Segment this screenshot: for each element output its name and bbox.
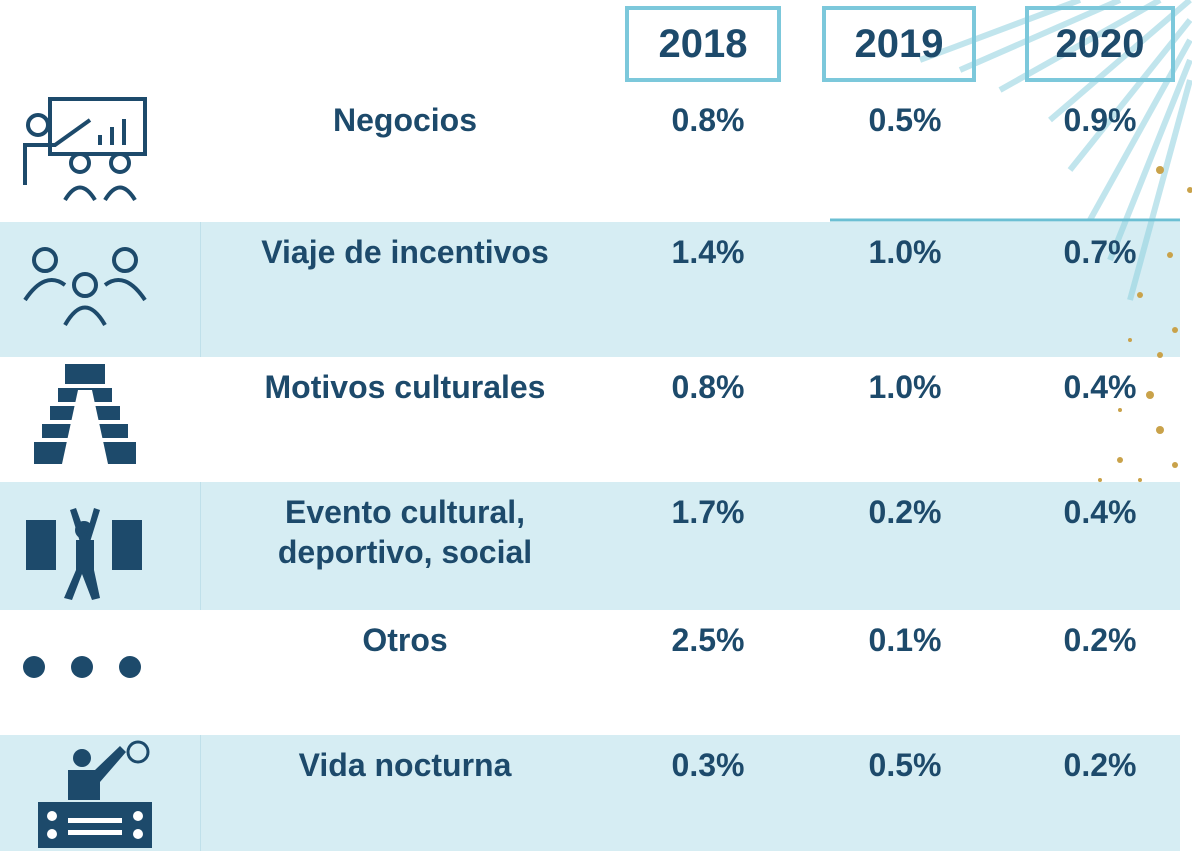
row-background <box>0 735 1180 851</box>
cell-value: 1.0% <box>868 234 942 270</box>
cell-value: 2.5% <box>671 622 745 658</box>
cell-value: 1.4% <box>671 234 745 270</box>
column-divider <box>200 222 201 357</box>
more-icon <box>23 656 141 678</box>
column-divider <box>200 482 201 610</box>
cell-value: 1.0% <box>868 369 942 405</box>
row-label: Evento cultural, deportivo, social <box>277 494 533 570</box>
business-icon <box>23 97 147 202</box>
cell-value: 0.2% <box>1063 622 1137 658</box>
nightlife-icon <box>38 740 152 848</box>
cell-value: 0.1% <box>868 622 942 658</box>
cell-value: 0.5% <box>868 102 942 138</box>
year-header: 2018 <box>625 6 781 82</box>
cell-value: 0.5% <box>868 747 942 783</box>
cell-value: 0.2% <box>1063 747 1137 783</box>
row-background <box>0 222 1180 357</box>
row-label: Viaje de incentivos <box>261 234 549 270</box>
cell-value: 0.7% <box>1063 234 1137 270</box>
cell-value: 0.4% <box>1063 494 1137 530</box>
cell-value: 0.3% <box>671 747 745 783</box>
cell-value: 0.8% <box>671 369 745 405</box>
row-background <box>0 482 1180 610</box>
year-header: 2020 <box>1025 6 1175 82</box>
row-label: Vida nocturna <box>298 747 512 783</box>
row-label: Negocios <box>332 102 478 138</box>
row-label: Otros <box>362 622 448 658</box>
cell-value: 0.9% <box>1063 102 1137 138</box>
cell-value: 0.4% <box>1063 369 1137 405</box>
cell-value: 1.7% <box>671 494 745 530</box>
pyramid-icon <box>34 364 136 464</box>
row-label: Motivos culturales <box>264 369 546 405</box>
event-icon <box>26 508 142 600</box>
year-header: 2019 <box>822 6 976 82</box>
cell-value: 0.2% <box>868 494 942 530</box>
column-divider <box>200 735 201 851</box>
group-icon <box>23 247 147 327</box>
cell-value: 0.8% <box>671 102 745 138</box>
